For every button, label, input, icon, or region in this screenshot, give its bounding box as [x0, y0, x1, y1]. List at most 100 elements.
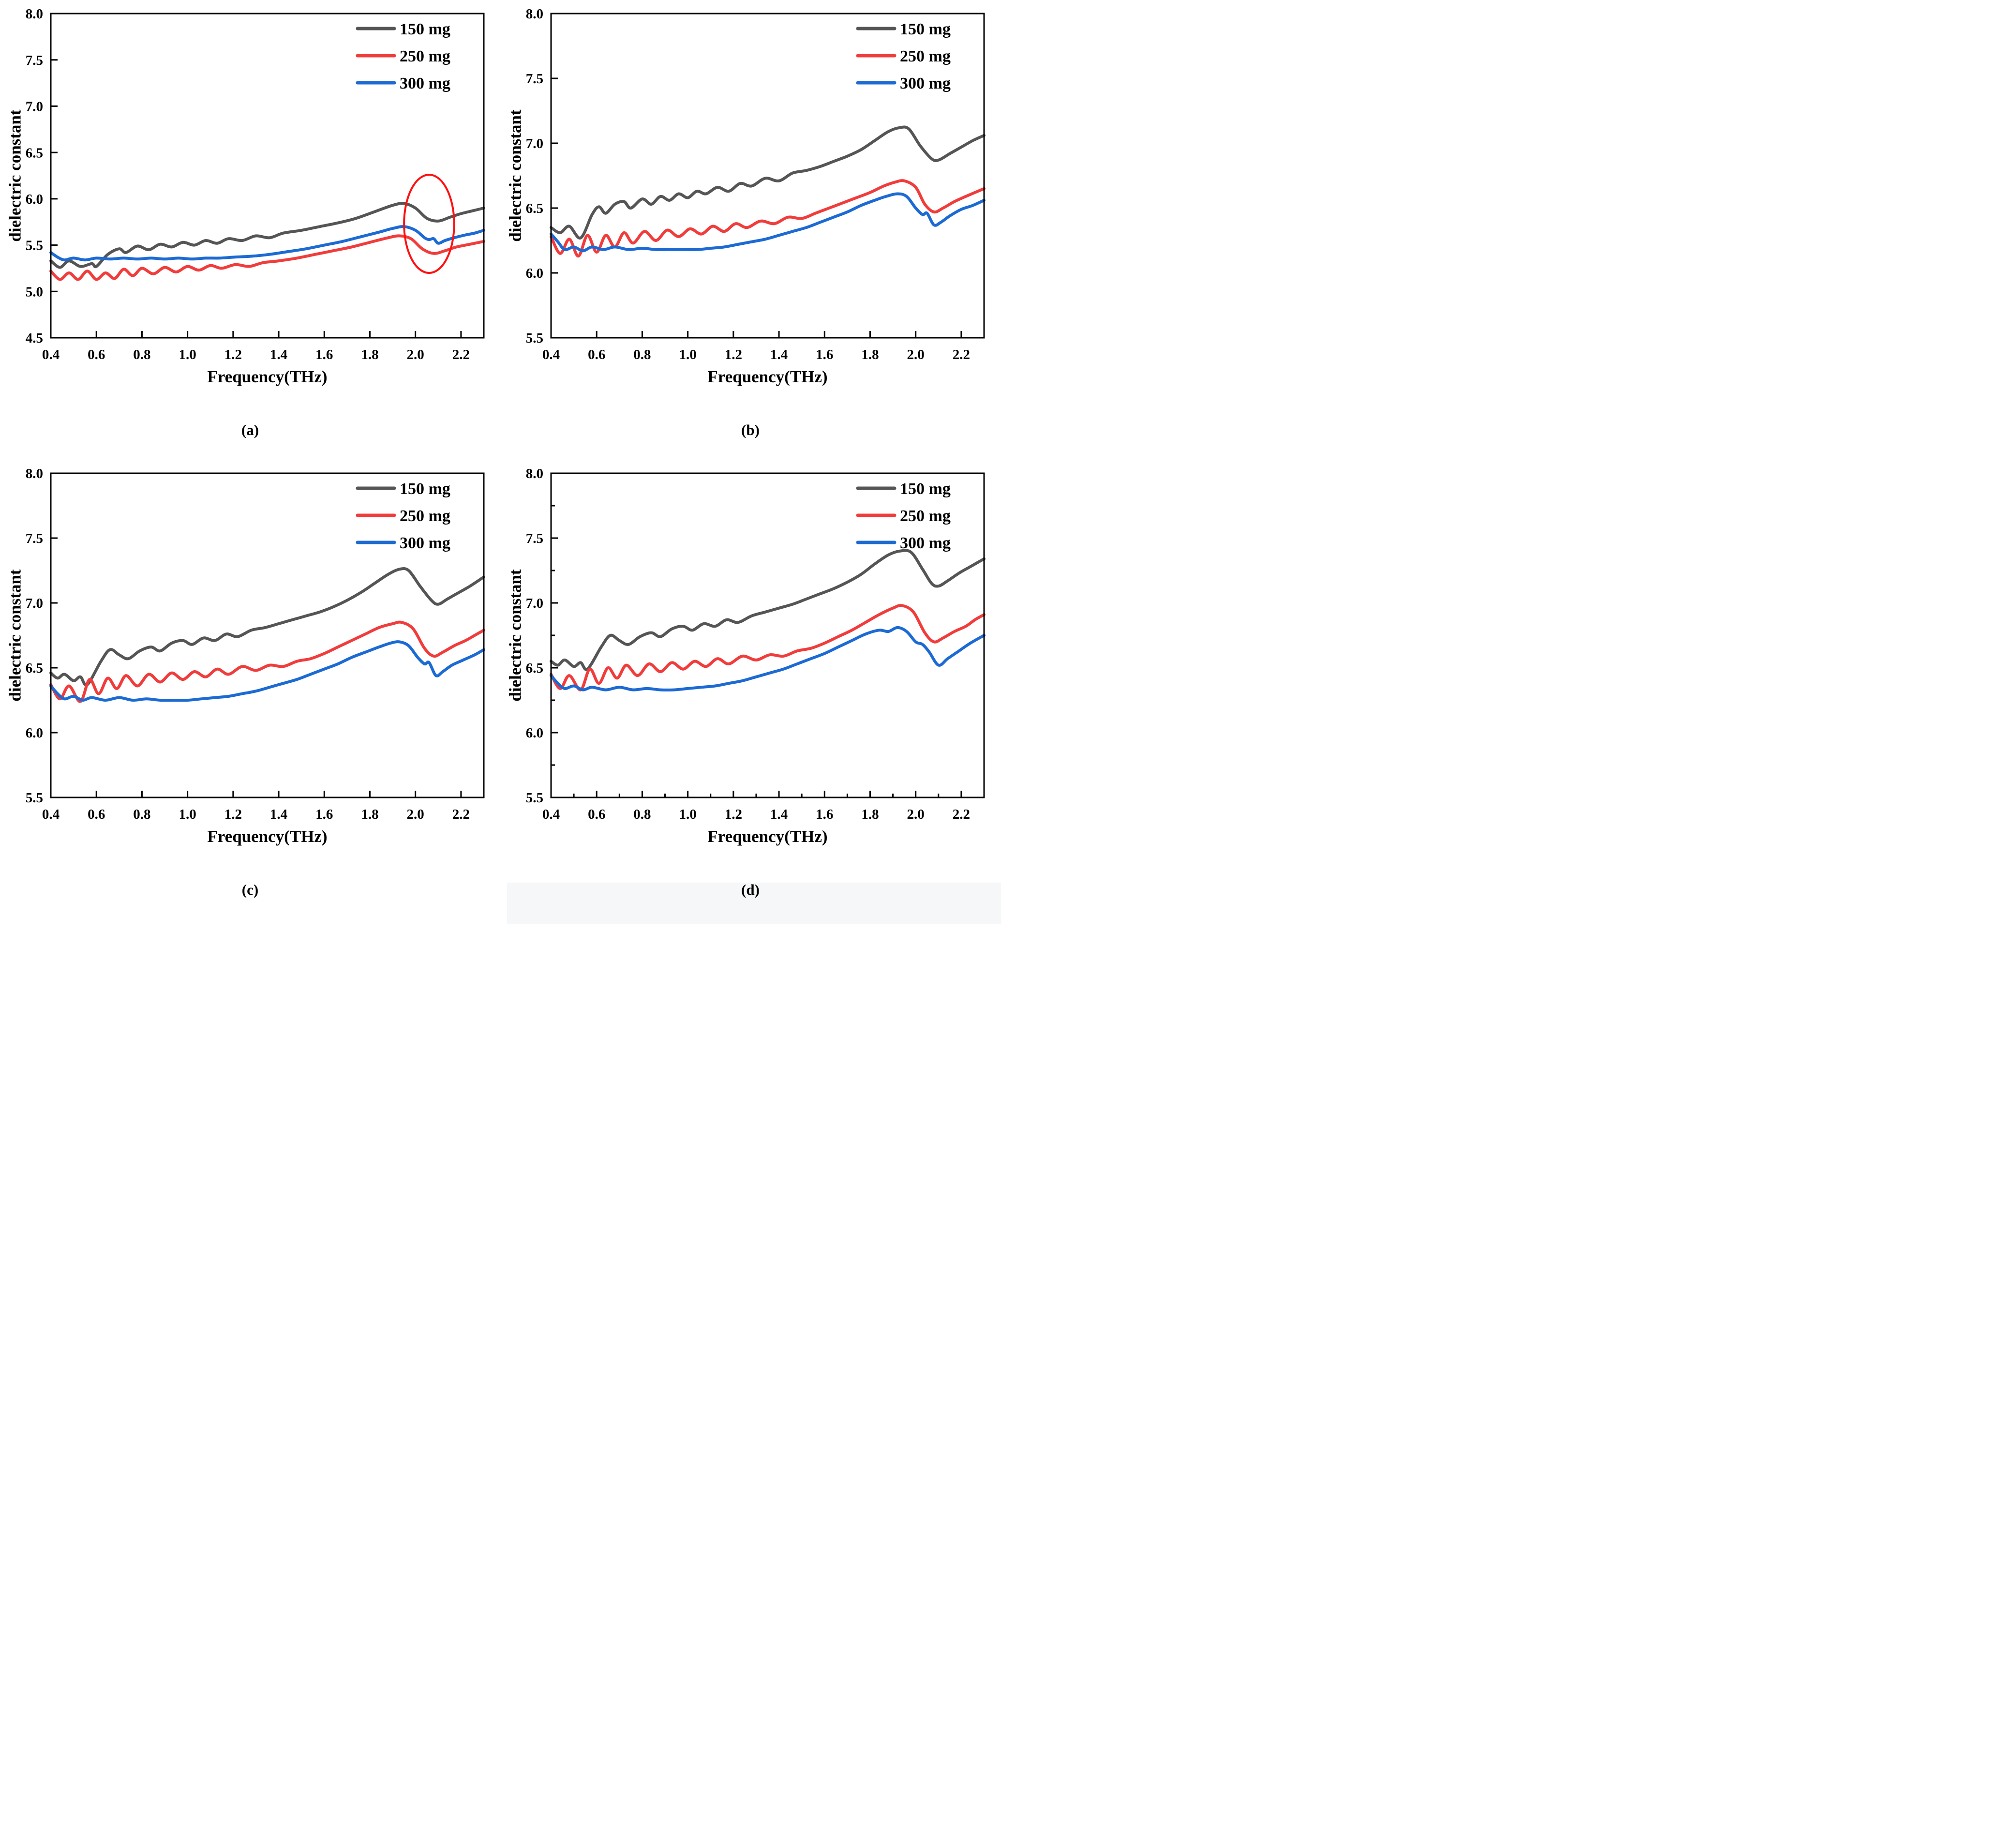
y-tick-label: 5.5 — [526, 331, 543, 346]
chart-c: 0.4 0.6 0.8 1.0 1.2 1.4 1.6 1.8 2.0 2.2 5.5 6.0 6.5 7… — [5, 466, 485, 846]
x-tick-label: 1.4 — [270, 347, 287, 362]
series-line-250-mg — [550, 179, 986, 258]
y-tick-label: 6.5 — [26, 145, 43, 161]
series-line-150-mg — [49, 567, 485, 687]
panel-label-d: (d) — [741, 881, 760, 898]
y-tick-label: 6.0 — [26, 725, 43, 741]
x-tick-label: 0.4 — [542, 347, 560, 362]
series-line-300-mg — [49, 640, 485, 702]
y-tick-label: 7.0 — [526, 136, 543, 151]
legend-label-300-mg: 300 mg — [900, 75, 951, 92]
y-tick-label: 6.0 — [26, 192, 43, 207]
y-tick-label: 6.5 — [526, 661, 543, 676]
legend-label-300-mg: 300 mg — [400, 75, 450, 92]
panel-label-b: (b) — [741, 421, 760, 438]
x-tick-label: 1.6 — [816, 347, 833, 362]
x-tick-label: 0.8 — [633, 807, 651, 822]
x-tick-label: 0.4 — [42, 807, 60, 822]
axis-frame — [50, 472, 485, 798]
x-tick-label: 0.6 — [88, 807, 105, 822]
x-tick-label: 2.2 — [452, 807, 470, 822]
x-tick-label: 1.0 — [679, 347, 697, 362]
panel-a: 0.4 0.6 0.8 1.0 1.2 1.4 1.6 1.8 2.0 2.2 4.5 5.0 5.5 6… — [0, 4, 500, 441]
x-tick-label: 2.2 — [452, 347, 470, 362]
y-tick-label: 7.5 — [26, 53, 43, 68]
chart-b: 0.4 0.6 0.8 1.0 1.2 1.4 1.6 1.8 2.0 2.2 5.5 6.0 6.5 7… — [506, 6, 986, 386]
y-tick-label: 8.0 — [526, 6, 543, 22]
y-tick-label: 6.0 — [526, 725, 543, 741]
x-tick-label: 1.8 — [861, 807, 879, 822]
panel-label-c: (c) — [241, 881, 259, 898]
x-tick-label: 2.2 — [953, 347, 970, 362]
x-tick-label: 1.2 — [725, 807, 742, 822]
legend-label-250-mg: 250 mg — [400, 507, 450, 525]
series-line-150-mg — [550, 125, 986, 240]
x-tick-label: 0.6 — [88, 347, 105, 362]
series-line-150-mg — [49, 202, 485, 269]
y-tick-label: 6.5 — [526, 201, 543, 216]
y-tick-label: 7.5 — [26, 531, 43, 546]
figure-grid: 0.4 0.6 0.8 1.0 1.2 1.4 1.6 1.8 2.0 2.2 4.5 5.0 5.5 6… — [0, 0, 1001, 901]
series-line-300-mg — [49, 225, 485, 262]
series-line-250-mg — [49, 620, 485, 703]
x-tick-label: 1.8 — [361, 807, 378, 822]
x-tick-label: 0.4 — [42, 347, 60, 362]
y-axis-title: dielectric constant — [506, 569, 524, 701]
y-tick-label: 6.5 — [26, 661, 43, 676]
y-tick-label: 8.0 — [26, 6, 43, 22]
y-tick-label: 7.5 — [526, 531, 543, 546]
x-tick-label: 2.0 — [407, 807, 424, 822]
legend-label-150-mg: 150 mg — [400, 20, 450, 38]
y-tick-label: 7.0 — [26, 99, 43, 115]
legend-label-150-mg: 150 mg — [400, 480, 450, 498]
panel-label-a: (a) — [241, 421, 259, 438]
x-axis-title: Frequency(THz) — [707, 827, 827, 846]
y-tick-label: 5.0 — [26, 284, 43, 300]
y-tick-label: 5.5 — [526, 790, 543, 806]
x-tick-label: 0.6 — [588, 347, 605, 362]
series-line-300-mg — [550, 626, 986, 691]
panel-c: 0.4 0.6 0.8 1.0 1.2 1.4 1.6 1.8 2.0 2.2 5.5 6.0 6.5 7… — [0, 464, 500, 901]
x-tick-label: 0.8 — [133, 347, 150, 362]
y-tick-label: 6.0 — [526, 266, 543, 281]
x-tick-label: 1.6 — [816, 807, 833, 822]
series-line-250-mg — [550, 604, 986, 691]
x-tick-label: 2.0 — [407, 347, 424, 362]
x-tick-label: 2.0 — [907, 807, 925, 822]
y-tick-label: 7.0 — [26, 596, 43, 611]
annotation-ellipse — [403, 174, 455, 274]
axis-frame — [50, 13, 485, 339]
x-tick-label: 2.0 — [907, 347, 925, 362]
panel-b: 0.4 0.6 0.8 1.0 1.2 1.4 1.6 1.8 2.0 2.2 5.5 6.0 6.5 7… — [500, 4, 1001, 441]
x-tick-label: 1.6 — [315, 347, 333, 362]
series-line-250-mg — [49, 234, 485, 281]
axis-frame — [550, 13, 985, 339]
chart-a: 0.4 0.6 0.8 1.0 1.2 1.4 1.6 1.8 2.0 2.2 4.5 5.0 5.5 6… — [5, 6, 485, 386]
x-tick-label: 1.2 — [224, 347, 242, 362]
x-axis-title: Frequency(THz) — [207, 827, 327, 846]
y-axis-title: dielectric constant — [5, 569, 24, 701]
x-tick-label: 1.0 — [179, 807, 196, 822]
legend-label-250-mg: 250 mg — [400, 47, 450, 65]
x-tick-label: 1.6 — [315, 807, 333, 822]
x-tick-label: 1.4 — [270, 807, 287, 822]
panel-d: 0.4 0.6 0.8 1.0 1.2 1.4 1.6 1.8 2.0 2.2 5.5 6.0 6.5 7… — [500, 464, 1001, 901]
x-tick-label: 1.0 — [179, 347, 196, 362]
y-tick-label: 5.5 — [26, 790, 43, 806]
x-axis-title: Frequency(THz) — [207, 367, 327, 386]
series-line-300-mg — [550, 192, 986, 253]
x-tick-label: 1.8 — [861, 347, 879, 362]
chart-d: 0.4 0.6 0.8 1.0 1.2 1.4 1.6 1.8 2.0 2.2 5.5 6.0 6.5 7… — [506, 466, 986, 846]
x-tick-label: 0.4 — [542, 807, 560, 822]
y-tick-label: 4.5 — [26, 331, 43, 346]
x-tick-label: 0.6 — [588, 807, 605, 822]
legend-label-250-mg: 250 mg — [900, 507, 951, 525]
series-line-150-mg — [550, 549, 986, 671]
y-tick-label: 7.5 — [526, 71, 543, 87]
y-tick-label: 8.0 — [26, 466, 43, 481]
y-tick-label: 7.0 — [526, 596, 543, 611]
x-tick-label: 0.8 — [133, 807, 150, 822]
legend-label-300-mg: 300 mg — [900, 534, 951, 552]
x-tick-label: 1.2 — [725, 347, 742, 362]
y-axis-title: dielectric constant — [5, 109, 24, 241]
